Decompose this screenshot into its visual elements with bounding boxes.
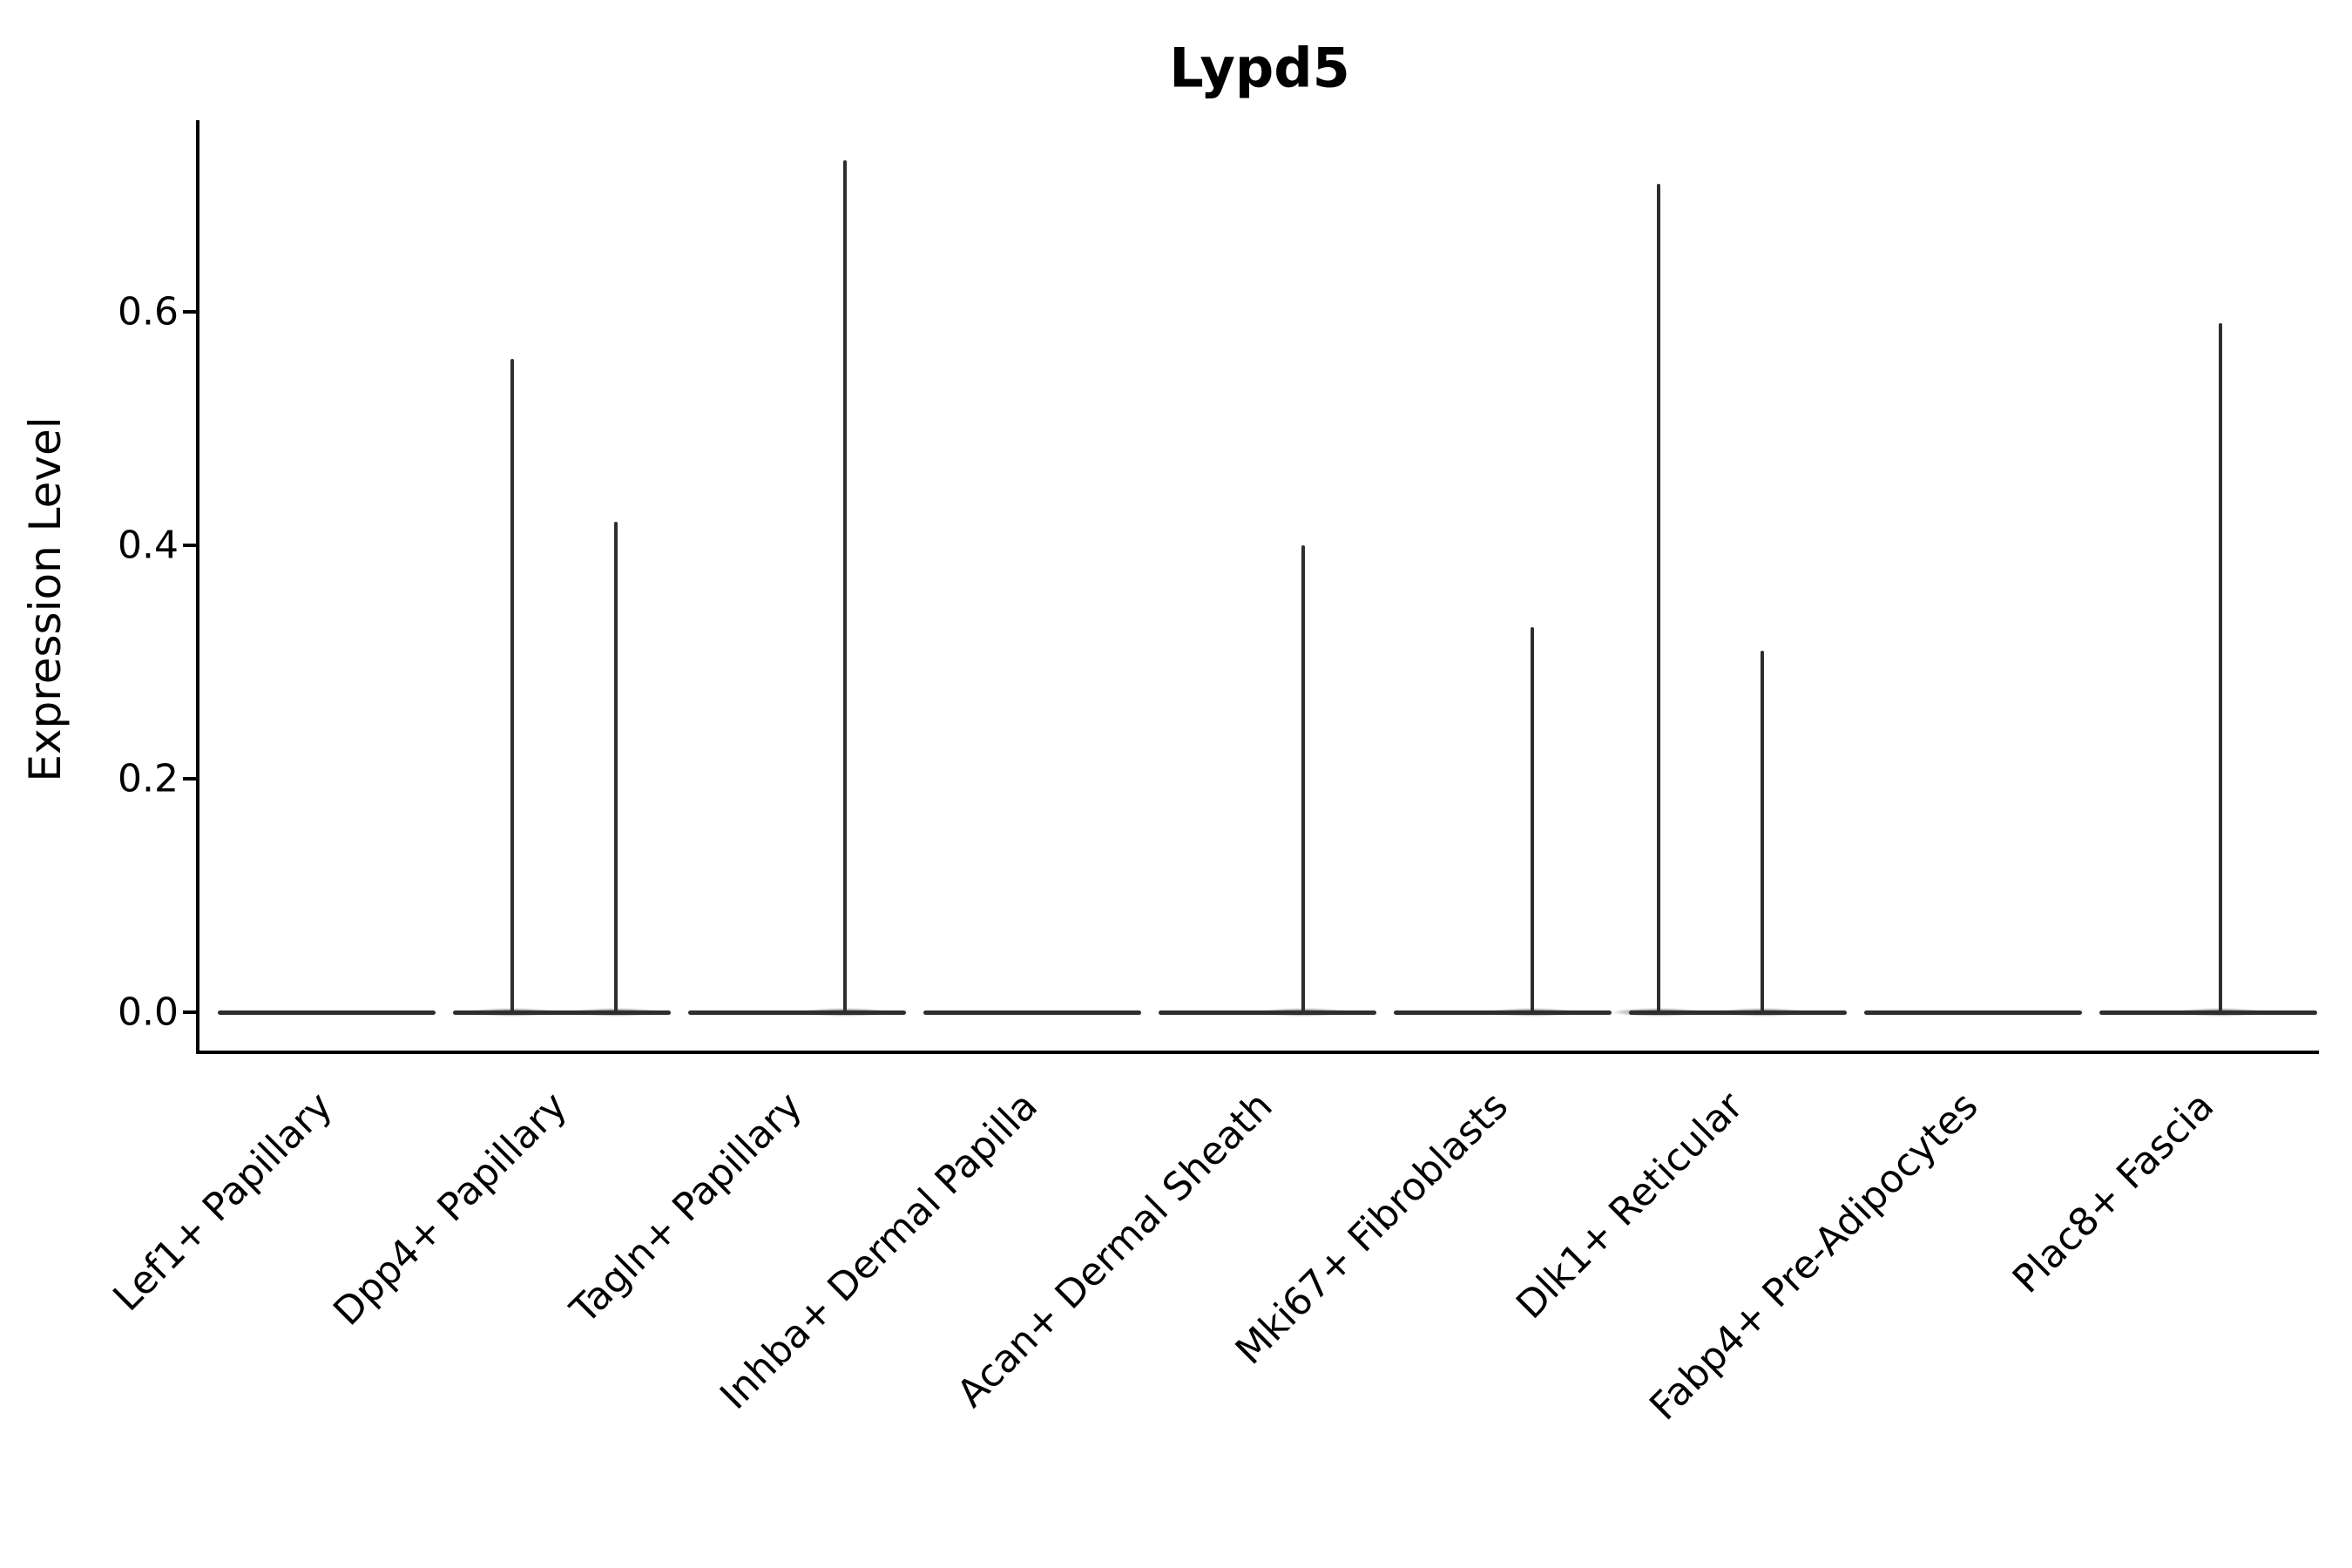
y-tick-label: 0.0 bbox=[118, 990, 179, 1035]
violin-baseline bbox=[453, 1010, 671, 1015]
y-tick-mark bbox=[183, 777, 198, 781]
x-axis-spine bbox=[196, 1051, 2319, 1054]
chart-title: Lypd5 bbox=[1169, 36, 1350, 100]
x-tick-label: Dpp4+ Papillary bbox=[325, 1084, 577, 1335]
x-tick-label: Mki67+ Fibroblasts bbox=[1227, 1084, 1517, 1374]
x-tick-label: Lef1+ Papillary bbox=[104, 1084, 341, 1321]
violin-spike bbox=[1531, 627, 1534, 1012]
violin-density-bump bbox=[797, 1008, 893, 1017]
y-tick-mark bbox=[183, 544, 198, 547]
x-tick-label: Plac8+ Fascia bbox=[2004, 1084, 2223, 1302]
y-tick-mark bbox=[183, 1010, 198, 1014]
violin-density-bump bbox=[1484, 1008, 1580, 1017]
violin-spike bbox=[843, 160, 847, 1012]
x-tick-label: Dlk1+ Reticular bbox=[1508, 1084, 1753, 1328]
violin-spike bbox=[1761, 651, 1764, 1012]
violin-density-bump bbox=[1255, 1008, 1351, 1017]
y-axis-label: Expression Level bbox=[20, 416, 71, 782]
violin-spike bbox=[614, 522, 618, 1012]
y-tick-label: 0.4 bbox=[118, 523, 179, 568]
x-tick-label: Tagln+ Papillary bbox=[562, 1084, 812, 1333]
violin-spike bbox=[1301, 545, 1305, 1012]
violin-density-bump bbox=[2173, 1008, 2268, 1017]
violin-spike bbox=[510, 359, 514, 1012]
y-tick-label: 0.6 bbox=[118, 289, 179, 335]
violin-density-bump bbox=[464, 1008, 560, 1017]
violin-baseline bbox=[923, 1010, 1141, 1015]
y-tick-mark bbox=[183, 310, 198, 314]
violin-spike bbox=[2219, 323, 2222, 1012]
violin-density-bump bbox=[568, 1008, 664, 1017]
y-axis-spine bbox=[196, 120, 199, 1054]
violin-baseline bbox=[1864, 1010, 2082, 1015]
violin-spike bbox=[1657, 184, 1660, 1012]
violin-baseline bbox=[218, 1010, 436, 1015]
y-tick-label: 0.2 bbox=[118, 756, 179, 801]
violin-density-bump bbox=[1714, 1008, 1810, 1017]
violin-density-bump bbox=[1611, 1008, 1707, 1017]
